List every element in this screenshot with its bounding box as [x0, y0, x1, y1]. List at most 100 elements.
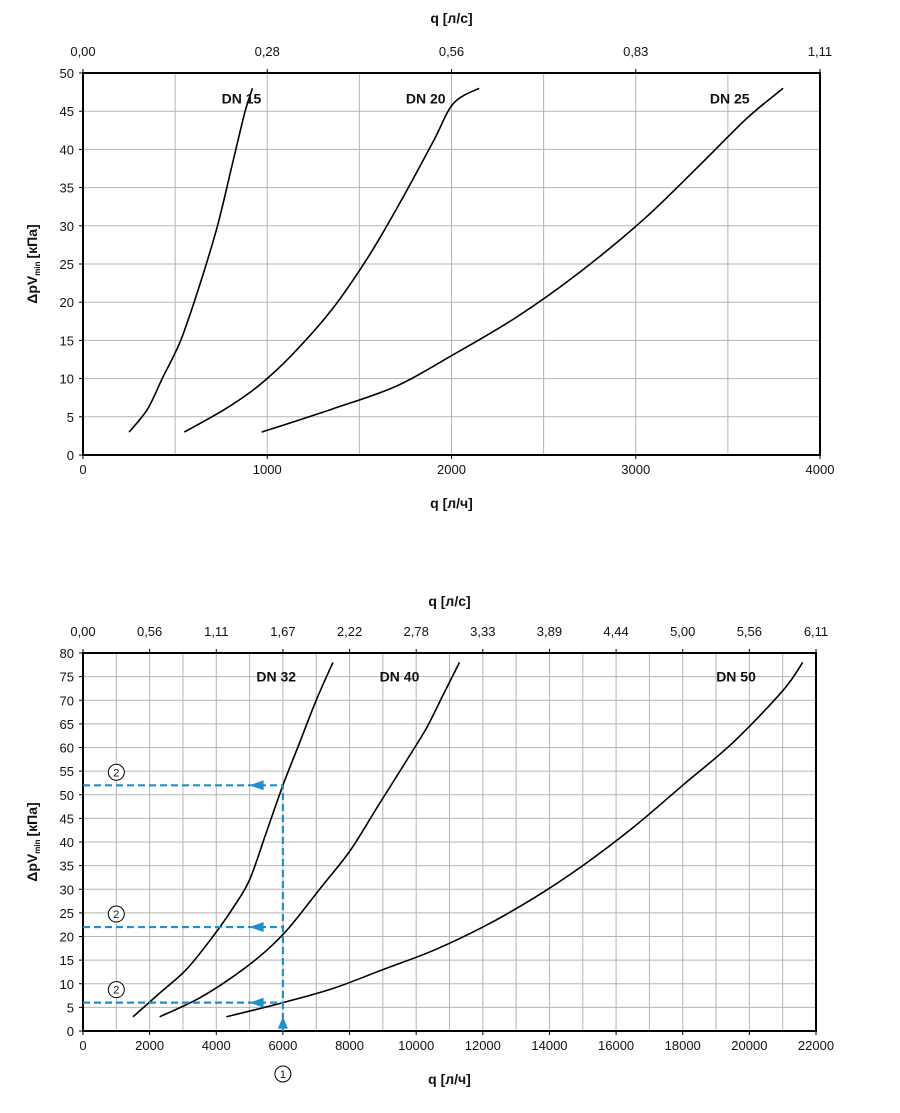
- left-arrow-icon: [249, 780, 264, 791]
- x-tick-label: 14000: [531, 1038, 567, 1053]
- x-tick-label: 6000: [268, 1038, 297, 1053]
- x-tick-label: 2000: [437, 462, 466, 477]
- left-arrow-icon: [249, 997, 264, 1008]
- chart-dn15-dn25: 0 1000 2000 3000 4000 0,00 0,28 0,56 0,83 1,11 0 5 1…: [24, 10, 835, 511]
- top-tick-label: 1,11: [808, 44, 832, 59]
- top-tick-label: 2,78: [404, 624, 429, 639]
- y-tick-label: 80: [60, 646, 74, 661]
- y-tick-label: 5: [67, 1000, 74, 1015]
- top-tick-label: 0,83: [623, 44, 648, 59]
- y-tick-label: 20: [60, 930, 74, 945]
- x-tick-label: 3000: [621, 462, 650, 477]
- top-tick-label: 0,00: [70, 44, 95, 59]
- grid-lines: [83, 653, 816, 1031]
- series-label: DN 50: [716, 668, 756, 684]
- series-label: DN 25: [710, 91, 750, 107]
- y-axis-title: ΔpVmin [кПа]: [24, 224, 42, 303]
- y-tick-label: 50: [60, 788, 74, 803]
- x-tick-label: 12000: [465, 1038, 501, 1053]
- series-label: DN 15: [222, 91, 262, 107]
- level-marker-circle: [107, 763, 125, 781]
- x-tick-label: 10000: [398, 1038, 434, 1053]
- x-axis-title: q [л/ч]: [430, 495, 473, 511]
- series-line-dn-15: [128, 88, 254, 433]
- y-tick-label: 65: [60, 717, 74, 732]
- x-tick-label: 0: [79, 1038, 86, 1053]
- x-tick-label: 4000: [806, 462, 835, 477]
- y-axis-title-unit: [кПа]: [24, 802, 40, 836]
- top-tick-label: 6,11: [804, 624, 828, 639]
- top-axis-title: q [л/с]: [428, 593, 470, 609]
- y-tick-label: 0: [67, 448, 74, 463]
- x-axis-title: q [л/ч]: [428, 1071, 471, 1087]
- flow-marker: 1: [280, 1069, 286, 1081]
- y-tick-label: 30: [60, 882, 74, 897]
- y-tick-label: 15: [60, 953, 74, 968]
- series-line-dn-50: [226, 661, 804, 1018]
- top-axis-title: q [л/с]: [430, 10, 472, 26]
- top-tick-label: 0,56: [439, 44, 464, 59]
- series-line-dn-25: [261, 87, 784, 433]
- x-tick-label: 2000: [135, 1038, 164, 1053]
- top-tick-label: 0,28: [255, 44, 280, 59]
- series-label: DN 20: [406, 91, 446, 107]
- series-line-dn-32: [132, 662, 334, 1018]
- top-tick-label: 5,00: [670, 624, 695, 639]
- top-tick-label: 3,33: [470, 624, 495, 639]
- y-axis-title-unit: [кПа]: [24, 224, 40, 258]
- top-tick-label: 5,56: [737, 624, 762, 639]
- y-axis-title: ΔpVmin [кПа]: [24, 802, 42, 881]
- y-tick-label: 15: [60, 333, 74, 348]
- x-tick-label: 18000: [665, 1038, 701, 1053]
- y-axis-title-main: ΔpV: [24, 853, 40, 882]
- y-tick-label: 10: [60, 977, 74, 992]
- y-tick-label: 50: [60, 66, 74, 81]
- flow-marker-circle: [274, 1065, 292, 1083]
- y-tick-label: 55: [60, 764, 74, 779]
- up-arrow-icon: [277, 1016, 288, 1029]
- y-axis-title-main: ΔpV: [24, 275, 40, 304]
- x-tick-label: 8000: [335, 1038, 364, 1053]
- top-tick-label: 4,44: [603, 624, 628, 639]
- x-tick-label: 22000: [798, 1038, 834, 1053]
- y-tick-label: 40: [60, 835, 74, 850]
- x-tick-label: 16000: [598, 1038, 634, 1053]
- level-marker-circle: [107, 905, 125, 923]
- top-tick-label: 0,00: [70, 624, 95, 639]
- top-tick-label: 3,89: [537, 624, 562, 639]
- y-tick-label: 45: [60, 104, 74, 119]
- top-tick-label: 0,56: [137, 624, 162, 639]
- y-tick-label: 30: [60, 219, 74, 234]
- level-marker: 2: [113, 985, 119, 997]
- y-tick-label: 25: [60, 906, 74, 921]
- y-tick-label: 35: [60, 859, 74, 874]
- x-tick-label: 0: [79, 462, 86, 477]
- y-tick-label: 70: [60, 693, 74, 708]
- series-line-dn-20: [183, 87, 480, 433]
- left-arrow-icon: [249, 922, 264, 933]
- level-marker: 2: [113, 767, 119, 779]
- y-tick-label: 75: [60, 670, 74, 685]
- x-tick-label: 20000: [731, 1038, 767, 1053]
- x-tick-label: 4000: [202, 1038, 231, 1053]
- top-tick-label: 2,22: [337, 624, 362, 639]
- y-tick-label: 10: [60, 372, 74, 387]
- y-tick-label: 20: [60, 295, 74, 310]
- y-tick-label: 60: [60, 741, 74, 756]
- y-tick-label: 45: [60, 811, 74, 826]
- y-tick-label: 0: [67, 1024, 74, 1039]
- y-tick-label: 35: [60, 181, 74, 196]
- top-tick-label: 1,11: [204, 624, 228, 639]
- y-tick-label: 25: [60, 257, 74, 272]
- series-line-dn-40: [159, 662, 461, 1018]
- level-marker: 2: [113, 909, 119, 921]
- x-tick-label: 1000: [253, 462, 282, 477]
- y-tick-label: 40: [60, 142, 74, 157]
- y-tick-label: 5: [67, 410, 74, 425]
- y-axis-title-sub: min: [33, 839, 42, 853]
- series-label: DN 32: [256, 668, 296, 684]
- chart-dn32-dn50: 0 2000 4000 6000 8000 10000 12000 14000 16000 180…: [24, 593, 834, 1087]
- top-tick-label: 1,67: [270, 624, 295, 639]
- annotation-lines: 2 2 2 1: [83, 763, 292, 1083]
